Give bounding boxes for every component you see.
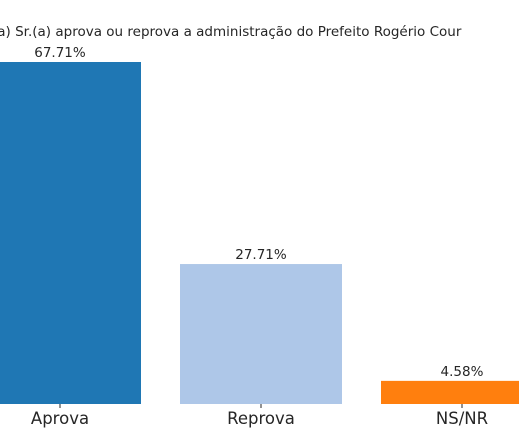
x-tick-label: Aprova (31, 409, 89, 428)
chart-title: (a) Sr.(a) aprova ou reprova a administr… (0, 24, 462, 40)
value-label: 4.58% (441, 364, 484, 380)
bar-aprova (0, 62, 141, 404)
bar-ns-nr (381, 380, 519, 404)
value-label: 27.71% (235, 247, 287, 263)
x-tick-label: Reprova (227, 409, 295, 428)
x-tick-label: NS/NR (436, 409, 488, 428)
bar-reprova (180, 264, 342, 404)
value-label: 67.71% (34, 45, 86, 61)
